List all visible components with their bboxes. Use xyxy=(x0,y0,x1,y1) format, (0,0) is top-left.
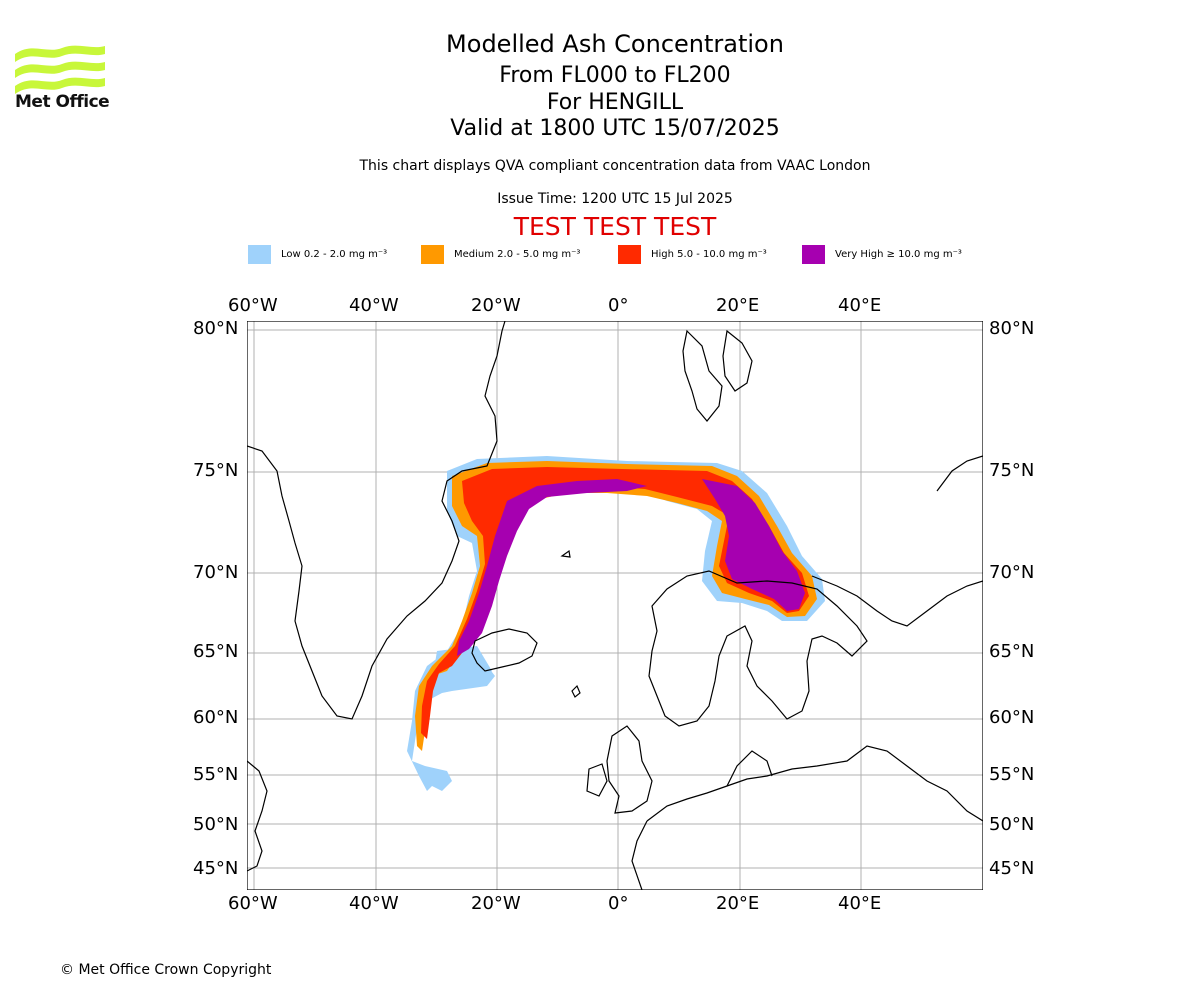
lon-label-top-0: 0° xyxy=(608,295,629,316)
graticule xyxy=(247,321,983,890)
lat-label-right-55n: 55°N xyxy=(989,764,1035,785)
lon-label-bottom-40e: 40°E xyxy=(838,893,882,914)
lat-label-right-60n: 60°N xyxy=(989,707,1035,728)
lat-label-left-70n: 70°N xyxy=(193,562,239,583)
legend-item-very-high: Very High ≥ 10.0 mg m⁻³ xyxy=(802,244,962,264)
ash-very-high xyxy=(457,479,805,656)
logo-text: Met Office xyxy=(15,92,110,112)
ash-map xyxy=(247,321,983,890)
lat-label-left-80n: 80°N xyxy=(193,318,239,339)
lat-label-right-80n: 80°N xyxy=(989,318,1035,339)
lon-label-top-20e: 20°E xyxy=(716,295,760,316)
legend-label-high: High 5.0 - 10.0 mg m⁻³ xyxy=(651,248,767,260)
legend-label-medium: Medium 2.0 - 5.0 mg m⁻³ xyxy=(454,248,581,260)
lon-label-top-40w: 40°W xyxy=(349,295,399,316)
legend-item-high: High 5.0 - 10.0 mg m⁻³ xyxy=(618,244,767,264)
issue-time: Issue Time: 1200 UTC 15 Jul 2025 xyxy=(497,191,733,207)
copyright: © Met Office Crown Copyright xyxy=(60,962,272,978)
lon-label-bottom-20w: 20°W xyxy=(471,893,521,914)
lon-label-bottom-60w: 60°W xyxy=(228,893,278,914)
lon-label-bottom-40w: 40°W xyxy=(349,893,399,914)
legend-label-low: Low 0.2 - 2.0 mg m⁻³ xyxy=(281,248,388,260)
legend-item-low: Low 0.2 - 2.0 mg m⁻³ xyxy=(248,244,387,264)
flight-levels: From FL000 to FL200 xyxy=(499,63,731,88)
chart-title: Modelled Ash Concentration xyxy=(446,30,784,58)
legend-swatch-low xyxy=(248,244,271,264)
volcano-name: For HENGILL xyxy=(546,90,684,115)
legend-swatch-medium xyxy=(421,244,444,264)
lat-label-right-45n: 45°N xyxy=(989,858,1035,879)
lon-label-top-20w: 20°W xyxy=(471,295,521,316)
lat-label-right-65n: 65°N xyxy=(989,641,1035,662)
lat-label-right-50n: 50°N xyxy=(989,814,1035,835)
ash-medium xyxy=(415,461,817,751)
legend-label-very-high: Very High ≥ 10.0 mg m⁻³ xyxy=(835,248,962,260)
coastlines xyxy=(247,321,983,890)
lat-label-left-45n: 45°N xyxy=(193,858,239,879)
compliance-note: This chart displays QVA compliant concen… xyxy=(359,158,871,174)
test-banner: TEST TEST TEST xyxy=(513,212,717,241)
lon-label-bottom-20e: 20°E xyxy=(716,893,760,914)
lat-label-left-55n: 55°N xyxy=(193,764,239,785)
lat-label-left-50n: 50°N xyxy=(193,814,239,835)
lon-label-bottom-0: 0° xyxy=(608,893,629,914)
lon-label-top-60w: 60°W xyxy=(228,295,278,316)
legend-swatch-very-high xyxy=(802,244,825,264)
lat-label-left-65n: 65°N xyxy=(193,641,239,662)
legend-item-medium: Medium 2.0 - 5.0 mg m⁻³ xyxy=(421,244,580,264)
lat-label-right-75n: 75°N xyxy=(989,460,1035,481)
lat-label-right-70n: 70°N xyxy=(989,562,1035,583)
valid-time: Valid at 1800 UTC 15/07/2025 xyxy=(450,116,780,141)
met-office-logo xyxy=(15,45,105,94)
lat-label-left-75n: 75°N xyxy=(193,460,239,481)
lon-label-top-40e: 40°E xyxy=(838,295,882,316)
legend: Low 0.2 - 2.0 mg m⁻³ Medium 2.0 - 5.0 mg… xyxy=(248,244,1008,264)
lat-label-left-60n: 60°N xyxy=(193,707,239,728)
legend-swatch-high xyxy=(618,244,641,264)
